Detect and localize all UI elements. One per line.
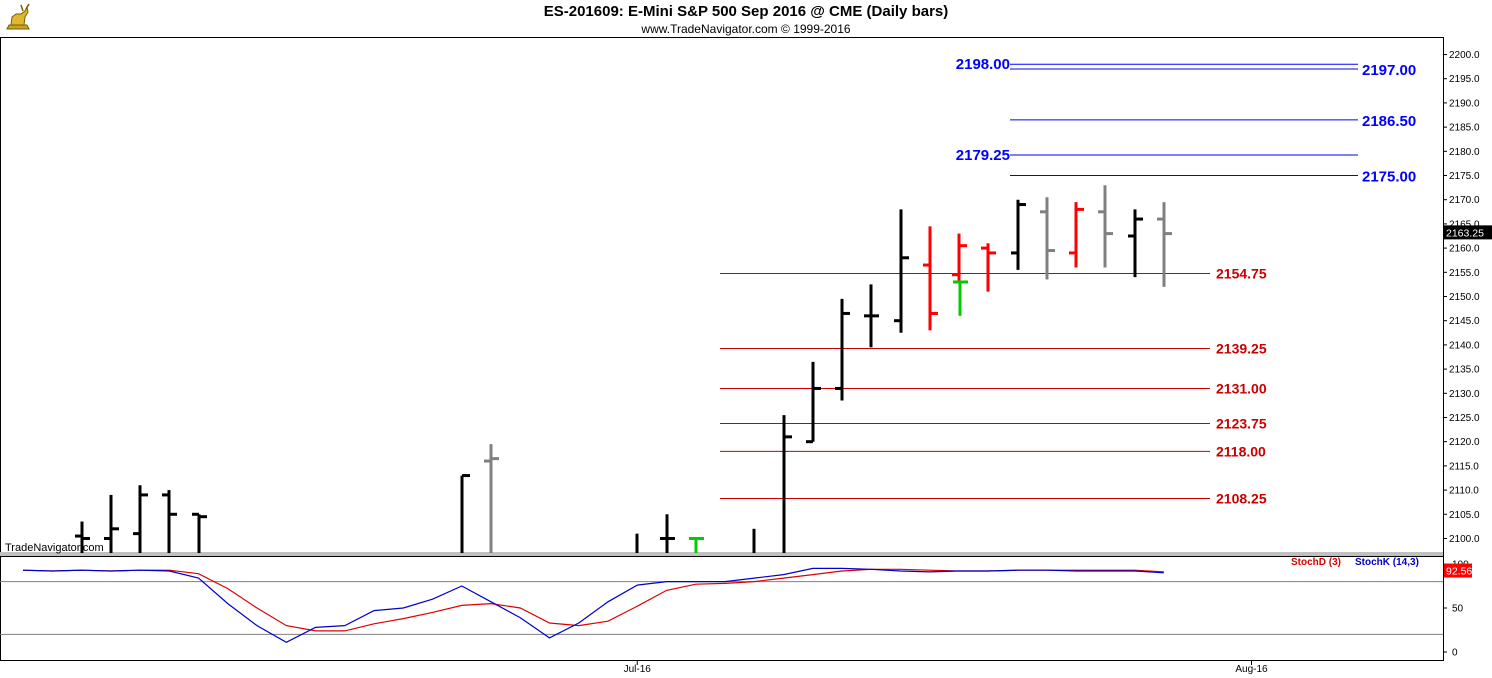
ohlc-bar: [835, 298, 850, 401]
stoch-k-legend: StochK (14,3): [1355, 557, 1419, 568]
ohlc-bar: [1040, 197, 1055, 280]
price-tick-label: 2130.0: [1449, 389, 1480, 400]
price-tick-label: 2125.0: [1449, 413, 1480, 424]
stoch-d-legend: StochD (3): [1291, 557, 1341, 568]
price-axis: 2100.0 2105.0 2110.0 2115.0 2120.0 2125.0 2130…: [1443, 50, 1480, 545]
ohlc-bar: [192, 512, 207, 553]
price-tick-label: 2165.0: [1449, 219, 1480, 230]
price-tick-label: 2180.0: [1449, 147, 1480, 158]
ohlc-bar: [864, 284, 879, 348]
ohlc-bar: [981, 243, 996, 292]
ohlc-bar: [460, 474, 470, 553]
ohlc-bar: [806, 361, 821, 444]
price-tick-label: 2105.0: [1449, 510, 1480, 521]
stoch-tick-label: 50: [1452, 604, 1464, 615]
ohlc-bar: [660, 514, 675, 553]
price-tick-label: 2140.0: [1449, 340, 1480, 351]
price-tick-label: 2200.0: [1449, 50, 1480, 61]
stoch-value-box: [1444, 563, 1472, 578]
last-price-badge: 2163.25: [1444, 225, 1492, 240]
date-tick-label: Aug-16: [1235, 664, 1268, 675]
last-price-label: 2163.25: [1446, 227, 1484, 239]
ohlc-bar: [484, 444, 499, 553]
ohlc-bar: [1157, 202, 1172, 287]
support-label: 2139.25: [1216, 341, 1267, 357]
price-tick-label: 2100.0: [1449, 534, 1480, 545]
stochastic-panel: [0, 567, 1443, 643]
ohlc-bar: [75, 521, 90, 553]
copyright-text: www.TradeNavigator.com © 1999-2016: [641, 22, 851, 36]
support-label: 2131.00: [1216, 380, 1267, 396]
support-label: 2154.75: [1216, 266, 1267, 282]
stochastic-legend: StochD (3) StochK (14,3): [1291, 557, 1419, 568]
stoch-tick-label: 0: [1452, 648, 1458, 659]
stoch-series-line: [22, 567, 1164, 643]
ohlc-bar: [923, 226, 938, 331]
price-tick-label: 2175.0: [1449, 171, 1480, 182]
price-tick-label: 2160.0: [1449, 244, 1480, 255]
ohlc-bar: [1098, 185, 1113, 268]
ohlc-bar: [1011, 199, 1026, 270]
price-tick-label: 2135.0: [1449, 365, 1480, 376]
ohlc-bar: [953, 280, 968, 316]
support-label: 2118.00: [1216, 443, 1266, 459]
ohlc-bar: [952, 233, 967, 282]
price-tick-label: 2155.0: [1449, 268, 1480, 279]
price-tick-label: 2190.0: [1449, 98, 1480, 109]
price-tick-label: 2150.0: [1449, 292, 1480, 303]
ohlc-bar: [894, 209, 909, 333]
price-bars: [75, 185, 1172, 553]
support-label: 2108.25: [1216, 491, 1267, 507]
date-axis-labels: Jul-16 Aug-16: [624, 660, 1268, 675]
ohlc-bar: [162, 490, 177, 553]
resistance-label: 2179.25: [956, 147, 1010, 164]
price-tick-label: 2120.0: [1449, 437, 1480, 448]
stoch-value-label: 92.56: [1446, 566, 1472, 578]
watermark-text: TradeNavigator.com: [5, 542, 104, 554]
price-tick-label: 2110.0: [1449, 486, 1479, 497]
support-label: 2123.75: [1216, 416, 1267, 432]
ohlc-bar: [104, 494, 119, 553]
ohlc-bar: [782, 415, 792, 553]
ohlc-bar: [1069, 202, 1084, 268]
resistance-label: 2197.00: [1362, 62, 1416, 79]
resistance-label: 2175.00: [1362, 169, 1416, 186]
date-tick-label: Jul-16: [624, 664, 652, 675]
resistance-label: 2186.50: [1362, 113, 1416, 130]
resistance-label: 2198.00: [956, 56, 1010, 73]
ohlc-bar: [1128, 209, 1143, 278]
price-tick-label: 2145.0: [1449, 316, 1480, 327]
stoch-series-line: [22, 568, 1164, 632]
price-levels: 2154.75 2139.25 2131.00 2123.75 2118.00 2108.…: [720, 56, 1416, 507]
price-tick-label: 2185.0: [1449, 123, 1480, 134]
gold-bull-icon: [6, 3, 30, 30]
ohlc-bar: [133, 485, 148, 553]
chart-title: ES-201609: E-Mini S&P 500 Sep 2016 @ CME…: [543, 3, 949, 20]
ohlc-bar: [689, 536, 704, 553]
stochastic-axis: 05010092.56: [1443, 560, 1472, 659]
price-tick-label: 2170.0: [1449, 195, 1480, 206]
price-tick-label: 2115.0: [1449, 461, 1479, 472]
price-tick-label: 2195.0: [1449, 74, 1480, 85]
last-price-box: [1444, 225, 1492, 240]
